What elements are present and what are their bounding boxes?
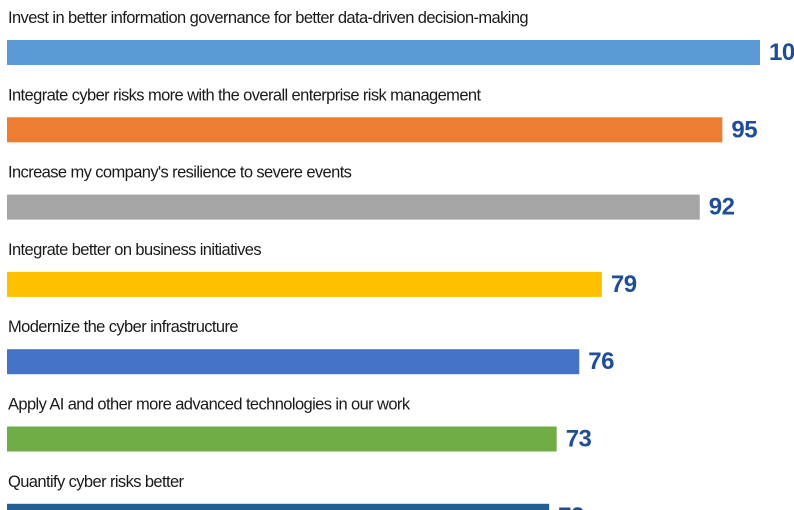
bar: [7, 40, 760, 65]
bar: [7, 349, 580, 375]
category-label: Invest in better information governance …: [8, 9, 528, 27]
value-label: 95: [731, 116, 757, 143]
value-label: 79: [611, 271, 637, 298]
category-label: Integrate cyber risks more with the over…: [8, 86, 481, 104]
value-label: 76: [588, 348, 614, 375]
bar: [7, 503, 550, 510]
category-label: Apply AI and other more advanced technol…: [8, 396, 411, 414]
category-label: Modernize the cyber infrastructure: [8, 318, 238, 336]
bar: [7, 426, 557, 452]
bar: [7, 194, 700, 220]
category-label: Quantify cyber risks better: [8, 473, 185, 491]
category-label: Integrate better on business initiatives: [8, 241, 261, 259]
value-label: 92: [709, 194, 735, 221]
bar: [7, 117, 723, 143]
value-label: 73: [566, 426, 592, 453]
category-label: Increase my company's resilience to seve…: [8, 164, 352, 182]
bar: [7, 271, 602, 297]
value-label: 72: [558, 503, 584, 510]
value-label: 100: [769, 39, 794, 66]
